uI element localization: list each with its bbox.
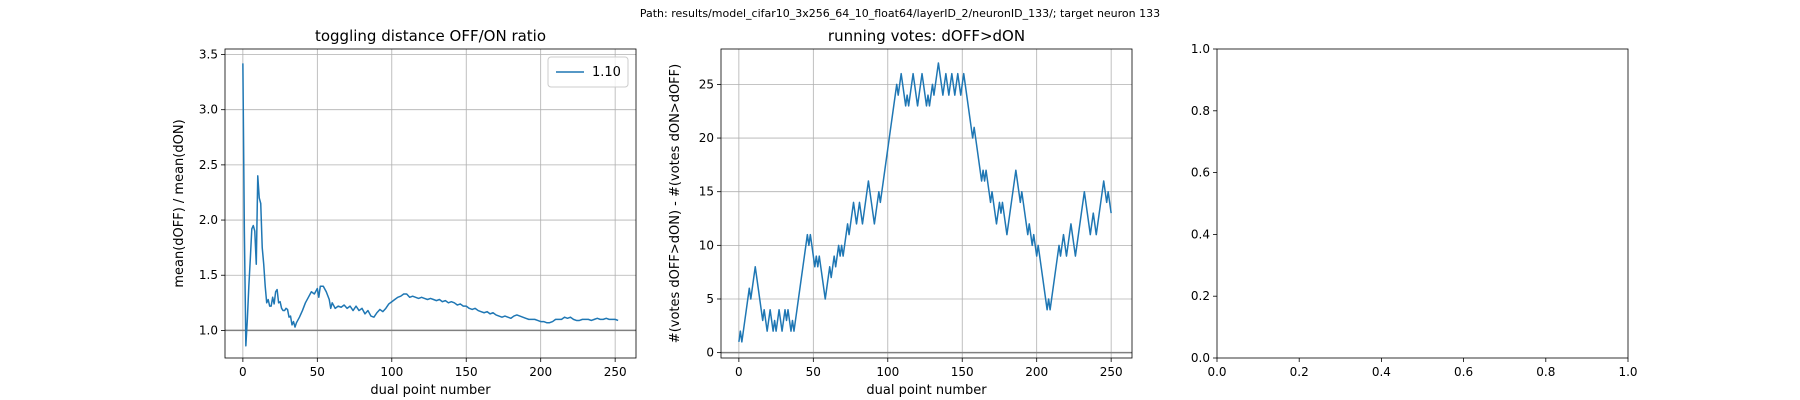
y-axis-label: #(votes dOFF>dON) - #(votes dON>dOFF) — [668, 64, 683, 343]
axes-frame — [1216, 48, 1629, 359]
x-tick-label: 250 — [604, 365, 627, 379]
y-tick-label: 0.2 — [1191, 289, 1210, 303]
x-tick-label: 50 — [806, 365, 821, 379]
y-tick-label: 0.0 — [1191, 351, 1210, 365]
y-tick-label: 10 — [699, 238, 714, 252]
x-tick-label: 0.8 — [1536, 365, 1555, 379]
y-tick-label: 0.6 — [1191, 166, 1210, 180]
y-tick-label: 20 — [699, 131, 714, 145]
x-tick-label: 0.0 — [1207, 365, 1226, 379]
chart-title: running votes: dOFF>dON — [828, 27, 1025, 45]
x-tick-label: 150 — [455, 365, 478, 379]
chart-panel-1: 0 50 100 150 200 250 1.0 1.5 2.0 2.5 3.0 3.5 togglin… — [172, 27, 637, 398]
x-tick-label: 1.0 — [1618, 365, 1637, 379]
axes-frame — [720, 48, 1133, 359]
legend-box — [547, 56, 629, 88]
x-tick-label: 0.4 — [1372, 365, 1391, 379]
series-line-1 — [738, 62, 1112, 343]
y-tick-label: 15 — [699, 185, 714, 199]
y-tick-label: 3.5 — [199, 48, 218, 62]
y-tick-label: 2.5 — [199, 158, 218, 172]
x-tick-label: 200 — [529, 365, 552, 379]
y-tick-label: 0 — [706, 346, 714, 360]
x-tick-label: 0.6 — [1454, 365, 1473, 379]
chart-title: toggling distance OFF/ON ratio — [315, 27, 546, 45]
x-tick-label: 100 — [380, 365, 403, 379]
legend: 1.10 — [547, 56, 629, 88]
y-axis-label: mean(dOFF) / mean(dON) — [172, 119, 187, 287]
chart-panel-3: 0.0 0.2 0.4 0.6 0.8 1.0 0.0 0.2 0.4 0.6 0.8 1.0 — [1191, 42, 1638, 379]
axes-frame — [224, 48, 637, 359]
x-tick-label: 100 — [876, 365, 899, 379]
x-axis-label: dual point number — [370, 383, 491, 398]
legend-label: 1.10 — [592, 65, 621, 80]
x-tick-label: 0.2 — [1290, 365, 1309, 379]
x-tick-label: 0 — [239, 365, 247, 379]
x-tick-label: 200 — [1025, 365, 1048, 379]
y-tick-label: 0.8 — [1191, 104, 1210, 118]
x-tick-label: 250 — [1100, 365, 1123, 379]
x-tick-label: 0 — [735, 365, 743, 379]
y-tick-label: 0.4 — [1191, 227, 1210, 241]
y-tick-label: 1.5 — [199, 268, 218, 282]
y-tick-label: 1.0 — [199, 323, 218, 337]
figure-suptitle: Path: results/model_cifar10_3x256_64_10_… — [640, 7, 1160, 20]
y-tick-label: 2.0 — [199, 213, 218, 227]
y-tick-label: 5 — [706, 292, 714, 306]
chart-panel-2: 0 50 100 150 200 250 0 5 10 15 20 25 running votes: … — [668, 27, 1133, 398]
x-tick-label: 150 — [951, 365, 974, 379]
y-tick-label: 25 — [699, 77, 714, 91]
x-axis-label: dual point number — [866, 383, 987, 398]
series-line-1 — [242, 63, 619, 347]
y-tick-label: 1.0 — [1191, 42, 1210, 56]
y-tick-label: 3.0 — [199, 103, 218, 117]
x-tick-label: 50 — [310, 365, 325, 379]
